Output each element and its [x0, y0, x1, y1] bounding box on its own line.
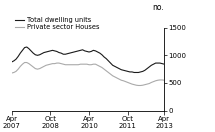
- Legend: Total dwelling units, Private sector Houses: Total dwelling units, Private sector Hou…: [15, 17, 100, 30]
- Private sector Houses: [64, 64, 67, 65]
- Total dwelling units: [10, 61, 13, 63]
- Private sector Houses: [109, 73, 112, 75]
- Private sector Houses: [154, 80, 157, 82]
- Total dwelling units: [98, 52, 101, 54]
- Private sector Houses: [137, 85, 140, 86]
- Private sector Houses: [163, 79, 166, 81]
- Total dwelling units: [133, 72, 135, 73]
- Line: Private sector Houses: Private sector Houses: [12, 63, 164, 86]
- Total dwelling units: [109, 62, 112, 64]
- Total dwelling units: [25, 46, 28, 48]
- Total dwelling units: [116, 67, 118, 68]
- Total dwelling units: [64, 53, 67, 55]
- Private sector Houses: [23, 62, 26, 63]
- Total dwelling units: [154, 62, 157, 64]
- Line: Total dwelling units: Total dwelling units: [12, 47, 164, 72]
- Private sector Houses: [34, 68, 37, 69]
- Total dwelling units: [163, 63, 166, 65]
- Text: no.: no.: [152, 3, 164, 12]
- Private sector Houses: [10, 72, 13, 74]
- Total dwelling units: [34, 54, 37, 56]
- Private sector Houses: [116, 77, 118, 79]
- Private sector Houses: [98, 66, 101, 67]
